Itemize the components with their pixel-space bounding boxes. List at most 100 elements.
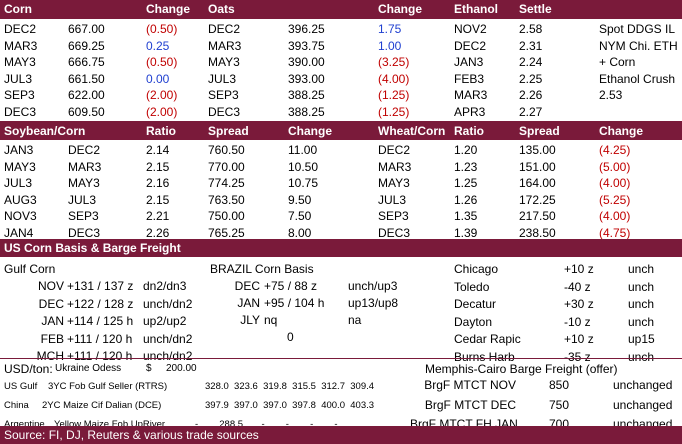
interior-location: Toledo — [454, 279, 490, 294]
oats-price: 388.25 — [288, 104, 325, 119]
gulf-change: unch/dn2 — [143, 331, 193, 346]
sc-ratio: 2.14 — [146, 143, 170, 157]
offer-origin: US Gulf — [4, 381, 38, 392]
gulf-change: unch/dn2 — [143, 296, 193, 311]
corn-month: SEP3 — [4, 88, 35, 102]
oats-price: 393.00 — [288, 71, 325, 86]
ethanol-month: JAN3 — [454, 55, 484, 69]
interior-location: Decatur — [454, 297, 497, 311]
gulf-change: dn2/dn3 — [143, 279, 187, 293]
oats-price: 396.25 — [288, 22, 325, 36]
corn-price: 669.25 — [68, 38, 105, 53]
offer-source: 2YC Maize Cif Dalian (DCE) — [42, 400, 162, 411]
wc-spread: 135.00 — [519, 143, 556, 157]
offer-values: 328.0 323.6 319.8 315.5 312.7 309.4 — [205, 381, 375, 392]
oats-change: (1.25) — [378, 88, 410, 102]
ethanol-month: MAR3 — [454, 88, 488, 102]
offer-origin: Argentine — [4, 419, 45, 430]
sc-change: 9.50 — [288, 192, 312, 207]
offer-values: 397.9 397.0 397.0 397.8 400.0 403.3 — [205, 400, 375, 411]
corn-price: 666.75 — [68, 55, 105, 69]
barge-rate: 850 — [549, 378, 570, 392]
oats-change: 1.00 — [378, 38, 402, 53]
wc-ratio: 1.23 — [454, 159, 478, 174]
interior-change: unch — [628, 314, 655, 329]
brazil-change: unch/up3 — [348, 279, 398, 293]
ukraine-label: Ukraine Odess — [55, 363, 122, 374]
brazil-basis: +75 / 88 z — [264, 279, 318, 293]
wc-spread: 164.00 — [519, 176, 556, 190]
brazil-month: DEC — [234, 279, 260, 293]
interior-change: unch — [628, 349, 655, 364]
wc-ratio: 1.26 — [454, 192, 478, 207]
header-spread-wc: Spread — [519, 124, 560, 138]
soy-month: MAY3 — [4, 159, 36, 174]
ethanol-settle: 2.31 — [519, 38, 543, 53]
memphis-label: Memphis-Cairo Barge Freight (offer) — [425, 362, 618, 376]
interior-location: Cedar Rapic — [454, 332, 521, 346]
soy-month: JUL3 — [4, 176, 33, 190]
wc-change: (5.25) — [599, 192, 631, 207]
gulf-month: FEB — [40, 331, 64, 346]
sc-spread: 763.50 — [208, 192, 245, 207]
brazil-month: JLY — [240, 313, 260, 327]
oats-price: 388.25 — [288, 88, 325, 102]
offer-source: Yellow Maize Fob UpRiver — [54, 419, 166, 430]
basis-title: US Corn Basis & Barge Freight — [4, 241, 181, 255]
header-ethanol: Ethanol — [454, 2, 498, 16]
offer-source: 3YC Fob Gulf Seller (RTRS) — [48, 381, 168, 392]
corn-month: JUL3 — [4, 71, 33, 86]
corn-month: DEC2 — [68, 143, 101, 157]
wc-change: (4.75) — [599, 225, 631, 240]
interior-basis: -40 z — [564, 279, 591, 294]
interior-location: Burns Harb — [454, 349, 515, 364]
gulf-change: up2/up2 — [143, 314, 187, 328]
barge-label: BrgF MTCT DEC — [424, 397, 516, 412]
sc-spread: 760.50 — [208, 143, 245, 157]
barge-rate: 750 — [549, 397, 570, 412]
corn-change: (0.50) — [146, 22, 178, 36]
corn-month: MAR3 — [4, 38, 38, 53]
ethanol-month: FEB3 — [454, 71, 485, 86]
header-change-wc: Change — [599, 124, 644, 138]
gulf-month: NOV — [37, 279, 64, 293]
header-change-oats: Change — [378, 2, 423, 16]
ethanol-settle: 2.58 — [519, 22, 543, 36]
corn-price: 609.50 — [68, 104, 105, 119]
offer-values: - 288.5 - - - - — [195, 419, 338, 430]
sc-ratio: 2.21 — [146, 209, 170, 223]
corn-change: (0.50) — [146, 55, 178, 69]
header-change: Change — [146, 2, 191, 16]
soy-month: JAN4 — [4, 225, 34, 240]
ethanol-settle: 2.24 — [519, 55, 543, 69]
oats-change: 1.75 — [378, 22, 402, 36]
oats-month: SEP3 — [208, 88, 239, 102]
corn-month: MAY3 — [4, 55, 36, 69]
header-spread: Spread — [208, 124, 249, 138]
sc-spread: 750.00 — [208, 209, 245, 223]
gulf-basis: +111 / 120 h — [67, 349, 133, 363]
header-ratio-wc: Ratio — [454, 124, 484, 138]
wc-change: (4.00) — [599, 209, 631, 223]
interior-change: up15 — [628, 332, 655, 346]
wc-ratio: 1.25 — [454, 176, 478, 190]
wc-ratio: 1.35 — [454, 209, 478, 223]
usd-label: USD/ton: — [4, 362, 53, 376]
ethanol-month: APR3 — [454, 104, 486, 119]
gulf-basis: +111 / 120 h — [67, 331, 133, 346]
ethanol-note: 2.53 — [599, 88, 623, 102]
wc-change: (4.00) — [599, 176, 631, 190]
wc-spread: 151.00 — [519, 159, 556, 174]
ukraine-currency: $ — [146, 363, 152, 374]
header-band-corn: Corn Change Oats Change Ethanol Settle — [0, 0, 682, 19]
soy-month: AUG3 — [4, 192, 37, 207]
wc-spread: 217.50 — [519, 209, 556, 223]
header-settle: Settle — [519, 2, 552, 16]
corn-change: (2.00) — [146, 88, 178, 102]
wc-ratio: 1.20 — [454, 143, 478, 157]
interior-basis: +10 z — [564, 332, 594, 346]
wc-month: JUL3 — [378, 192, 407, 207]
ethanol-settle: 2.27 — [519, 104, 543, 119]
sc-ratio: 2.16 — [146, 176, 170, 190]
wc-month: MAY3 — [378, 176, 410, 190]
